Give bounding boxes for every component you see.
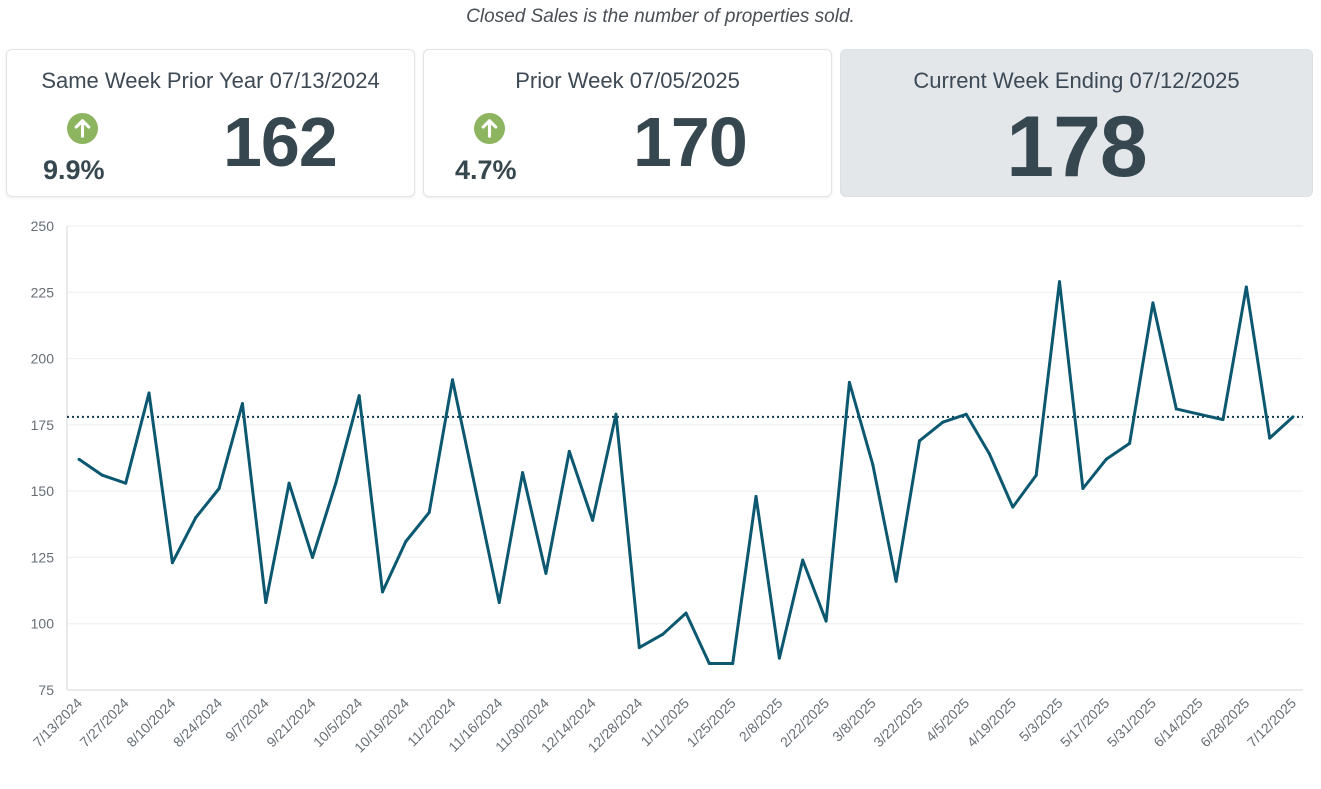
x-tick-label: 7/27/2024 — [76, 695, 132, 751]
data-point — [894, 579, 898, 583]
data-point — [917, 439, 921, 443]
data-point — [614, 412, 618, 416]
x-tick-label: 1/11/2025 — [637, 695, 692, 750]
data-point — [217, 486, 221, 490]
x-tick-label: 5/17/2025 — [1057, 695, 1113, 751]
data-point — [287, 481, 291, 485]
data-point — [77, 457, 81, 461]
data-point — [404, 540, 408, 544]
data-point — [801, 558, 805, 562]
prior-year-change: 9.9% — [43, 155, 105, 185]
x-tick-label: 3/22/2025 — [870, 695, 926, 751]
y-tick-label: 175 — [31, 417, 55, 433]
data-point — [1174, 407, 1178, 411]
data-point — [941, 420, 945, 424]
data-point — [684, 611, 688, 615]
data-point — [567, 449, 571, 453]
y-tick-label: 225 — [31, 284, 55, 300]
prior-week-title: Prior Week 07/05/2025 — [515, 68, 740, 93]
y-tick-label: 75 — [38, 682, 54, 698]
data-point — [1291, 415, 1295, 419]
y-tick-label: 125 — [31, 549, 55, 565]
grid-lines — [67, 225, 1303, 625]
data-point — [1104, 457, 1108, 461]
closed-sales-line-chart: 75 100 125 150 175 200 225 250 7/13/20247/27/20… — [30, 218, 1303, 756]
data-point — [591, 518, 595, 522]
prior-week-value: 170 — [633, 103, 748, 181]
prior-year-value: 162 — [223, 103, 338, 181]
data-point — [1128, 441, 1132, 445]
data-point — [661, 632, 665, 636]
current-week-card: Current Week Ending 07/12/2025 178 — [840, 49, 1313, 197]
x-tick-label: 1/25/2025 — [683, 695, 739, 751]
data-point — [194, 516, 198, 520]
x-tick-label: 2/22/2025 — [777, 695, 833, 751]
x-tick-label: 5/31/2025 — [1104, 695, 1160, 751]
data-point — [497, 601, 501, 605]
x-tick-label: 6/14/2025 — [1150, 695, 1206, 751]
data-point — [964, 412, 968, 416]
current-week-title: Current Week Ending 07/12/2025 — [913, 68, 1240, 93]
data-point — [847, 380, 851, 384]
data-point — [1151, 301, 1155, 305]
x-tick-label: 8/24/2024 — [170, 695, 226, 751]
x-tick-label: 8/10/2024 — [123, 695, 179, 751]
axes — [66, 226, 1303, 691]
x-tick-label: 4/19/2025 — [964, 695, 1020, 751]
data-point — [1058, 280, 1062, 284]
current-week-value: 178 — [1006, 99, 1148, 195]
data-point — [170, 561, 174, 565]
chart-subtitle: Closed Sales is the number of properties… — [466, 6, 855, 27]
x-tick-label: 7/13/2024 — [30, 695, 86, 751]
data-point — [1081, 486, 1085, 490]
data-point — [637, 646, 641, 650]
data-point — [147, 391, 151, 395]
data-points — [77, 280, 1295, 665]
data-point — [1244, 285, 1248, 289]
data-point — [731, 661, 735, 665]
x-tick-labels: 7/13/20247/27/20248/10/20248/24/20249/7/… — [30, 695, 1300, 756]
prior-year-card: Same Week Prior Year 07/13/2024 9.9% 162 — [6, 49, 415, 197]
data-point — [451, 378, 455, 382]
prior-week-change: 4.7% — [455, 155, 517, 185]
data-point — [521, 471, 525, 475]
y-tick-labels: 75 100 125 150 175 200 225 250 — [31, 218, 55, 698]
data-point — [824, 619, 828, 623]
data-point — [1011, 505, 1015, 509]
data-point — [474, 489, 478, 493]
data-point — [1198, 412, 1202, 416]
data-point — [1221, 418, 1225, 422]
prior-week-card: Prior Week 07/05/2025 4.7% 170 — [423, 49, 832, 197]
data-point — [988, 452, 991, 456]
data-point — [100, 473, 104, 477]
data-point — [1268, 436, 1272, 440]
x-tick-label: 9/21/2024 — [263, 695, 319, 751]
data-point — [754, 494, 758, 498]
y-tick-label: 150 — [31, 483, 55, 499]
data-point — [240, 402, 244, 406]
data-point — [707, 661, 711, 665]
y-tick-label: 200 — [31, 351, 55, 367]
data-point — [357, 394, 361, 398]
data-point — [310, 555, 314, 559]
y-tick-label: 100 — [31, 616, 55, 632]
data-point — [124, 481, 128, 485]
prior-year-title: Same Week Prior Year 07/13/2024 — [41, 68, 380, 93]
data-point — [777, 656, 781, 660]
data-point — [871, 463, 875, 467]
x-tick-label: 7/12/2025 — [1244, 695, 1300, 751]
x-tick-label: 6/28/2025 — [1197, 695, 1253, 751]
closed-sales-series-line — [78, 280, 1295, 665]
data-point — [264, 601, 268, 605]
up-arrow-icon — [474, 113, 505, 144]
data-point — [544, 571, 548, 575]
data-point — [334, 481, 338, 485]
y-tick-label: 250 — [31, 218, 55, 234]
data-point — [381, 590, 384, 594]
data-point — [427, 510, 431, 514]
data-point — [1034, 473, 1038, 477]
up-arrow-icon — [67, 113, 98, 144]
